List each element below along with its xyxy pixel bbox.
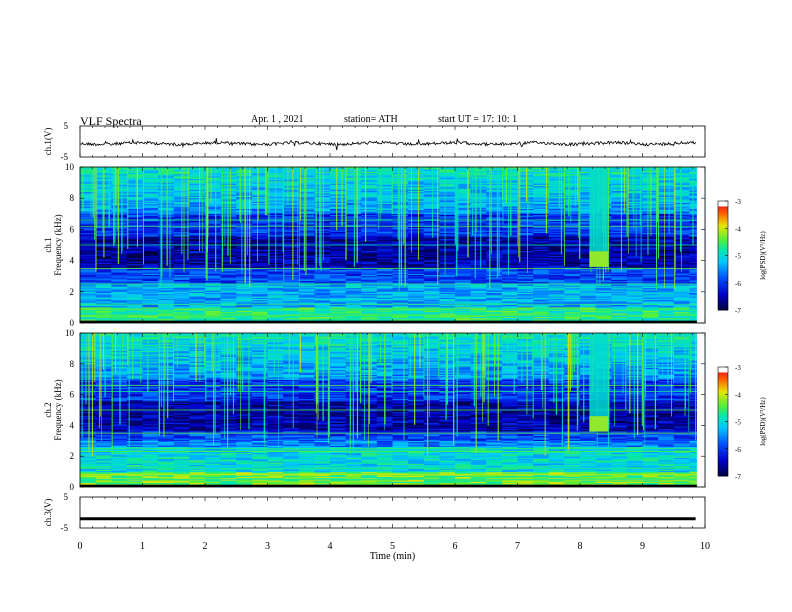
colorbar-ch1: -3 -4 -5 -6 -7 log(PSD)(V²/Hz) xyxy=(717,198,767,315)
colorbar-tick-label: -6 xyxy=(735,446,741,454)
colorbar-ch2: -3 -4 -5 -6 -7 log(PSD)(V²/Hz) xyxy=(717,364,767,481)
y-tick-label: 6 xyxy=(70,224,75,234)
y-axis-ch4: 5 -5 ch.3(V) xyxy=(43,492,69,533)
colorbar-label: log(PSD)(V²/Hz) xyxy=(759,231,767,280)
y-axis-label-channel: ch.1 xyxy=(43,237,53,252)
y-tick-label: 8 xyxy=(70,359,75,369)
colorbar-tick-label: -7 xyxy=(735,307,741,315)
emission-burst-core xyxy=(589,416,609,432)
colorbar-label: log(PSD)(V²/Hz) xyxy=(759,397,767,446)
y-tick-label: -5 xyxy=(61,152,69,162)
station-label: station= ATH xyxy=(344,114,398,125)
y-tick-label: -5 xyxy=(61,523,69,533)
x-axis-label: Time (min) xyxy=(370,551,415,562)
ch1-waveform-trace xyxy=(80,138,696,151)
emission-burst-core xyxy=(589,251,609,267)
y-tick-label: 4 xyxy=(70,256,75,266)
y-axis-label-channel: ch.2 xyxy=(43,402,53,417)
colorbar-tick-label: -5 xyxy=(735,253,741,261)
y-tick-label: 0 xyxy=(70,482,75,492)
colorbar-tick-label: -4 xyxy=(735,391,741,399)
y-tick-label: 2 xyxy=(70,287,75,297)
dc-band xyxy=(80,320,697,323)
no-data-region xyxy=(696,333,705,487)
emission-burst xyxy=(589,333,609,432)
y-axis-label: ch.1(V) xyxy=(43,128,53,156)
colorbar-tick-label: -3 xyxy=(735,198,741,206)
ch1-spectrogram-image xyxy=(80,167,706,324)
x-tick-label: 4 xyxy=(328,541,333,552)
colorbar-tick-label: -3 xyxy=(735,364,741,372)
x-tick-label: 7 xyxy=(515,541,520,552)
date-label: Apr. 1 , 2021 xyxy=(251,114,304,125)
start-time-label: start UT = 17: 10: 1 xyxy=(438,114,518,125)
y-axis-ch2: 0 2 4 6 8 10 ch.1 Frequency (kHz) xyxy=(43,162,705,328)
y-axis-label-frequency: Frequency (kHz) xyxy=(53,214,63,275)
x-tick-label: 3 xyxy=(265,541,270,552)
y-tick-label: 10 xyxy=(65,328,75,338)
y-tick-label: 4 xyxy=(70,420,75,430)
y-tick-label: 6 xyxy=(70,390,75,400)
y-axis-ch1: 5 -5 ch.1(V) xyxy=(43,121,69,162)
x-axis: 0 1 2 3 4 5 6 7 8 9 10 Time (min) xyxy=(78,541,711,562)
colorbar-tick-label: -6 xyxy=(735,280,741,288)
y-axis-label-frequency: Frequency (kHz) xyxy=(53,379,63,440)
colorbar-tick-label: -7 xyxy=(735,473,741,481)
x-tick-label: 6 xyxy=(453,541,458,552)
no-data-region xyxy=(696,167,705,323)
y-axis-label: ch.3(V) xyxy=(43,499,53,527)
colorbar-tick-label: -5 xyxy=(735,419,741,427)
dc-band xyxy=(80,484,697,487)
emission-burst xyxy=(589,167,609,267)
y-tick-label: 0 xyxy=(70,318,75,328)
y-tick-label: 2 xyxy=(70,451,75,461)
y-axis-ch3: 0 2 4 6 8 10 ch.2 Frequency (kHz) xyxy=(43,328,705,492)
colorbar-tick-label: -4 xyxy=(735,225,741,233)
ch3-waveform-panel-frame xyxy=(79,496,706,529)
x-tick-label: 10 xyxy=(700,541,710,552)
y-tick-label: 5 xyxy=(64,492,69,502)
y-tick-label: 5 xyxy=(64,121,69,131)
ch2-spectrogram-image xyxy=(80,333,706,487)
x-tick-label: 1 xyxy=(140,541,145,552)
x-tick-label: 0 xyxy=(78,541,83,552)
figure-title: VLF Spectra xyxy=(80,114,142,128)
x-tick-label: 8 xyxy=(578,541,583,552)
x-tick-label: 5 xyxy=(390,541,395,552)
y-tick-label: 8 xyxy=(70,193,75,203)
x-tick-label: 2 xyxy=(203,541,208,552)
x-tick-label: 9 xyxy=(640,541,645,552)
y-tick-label: 10 xyxy=(65,162,75,172)
